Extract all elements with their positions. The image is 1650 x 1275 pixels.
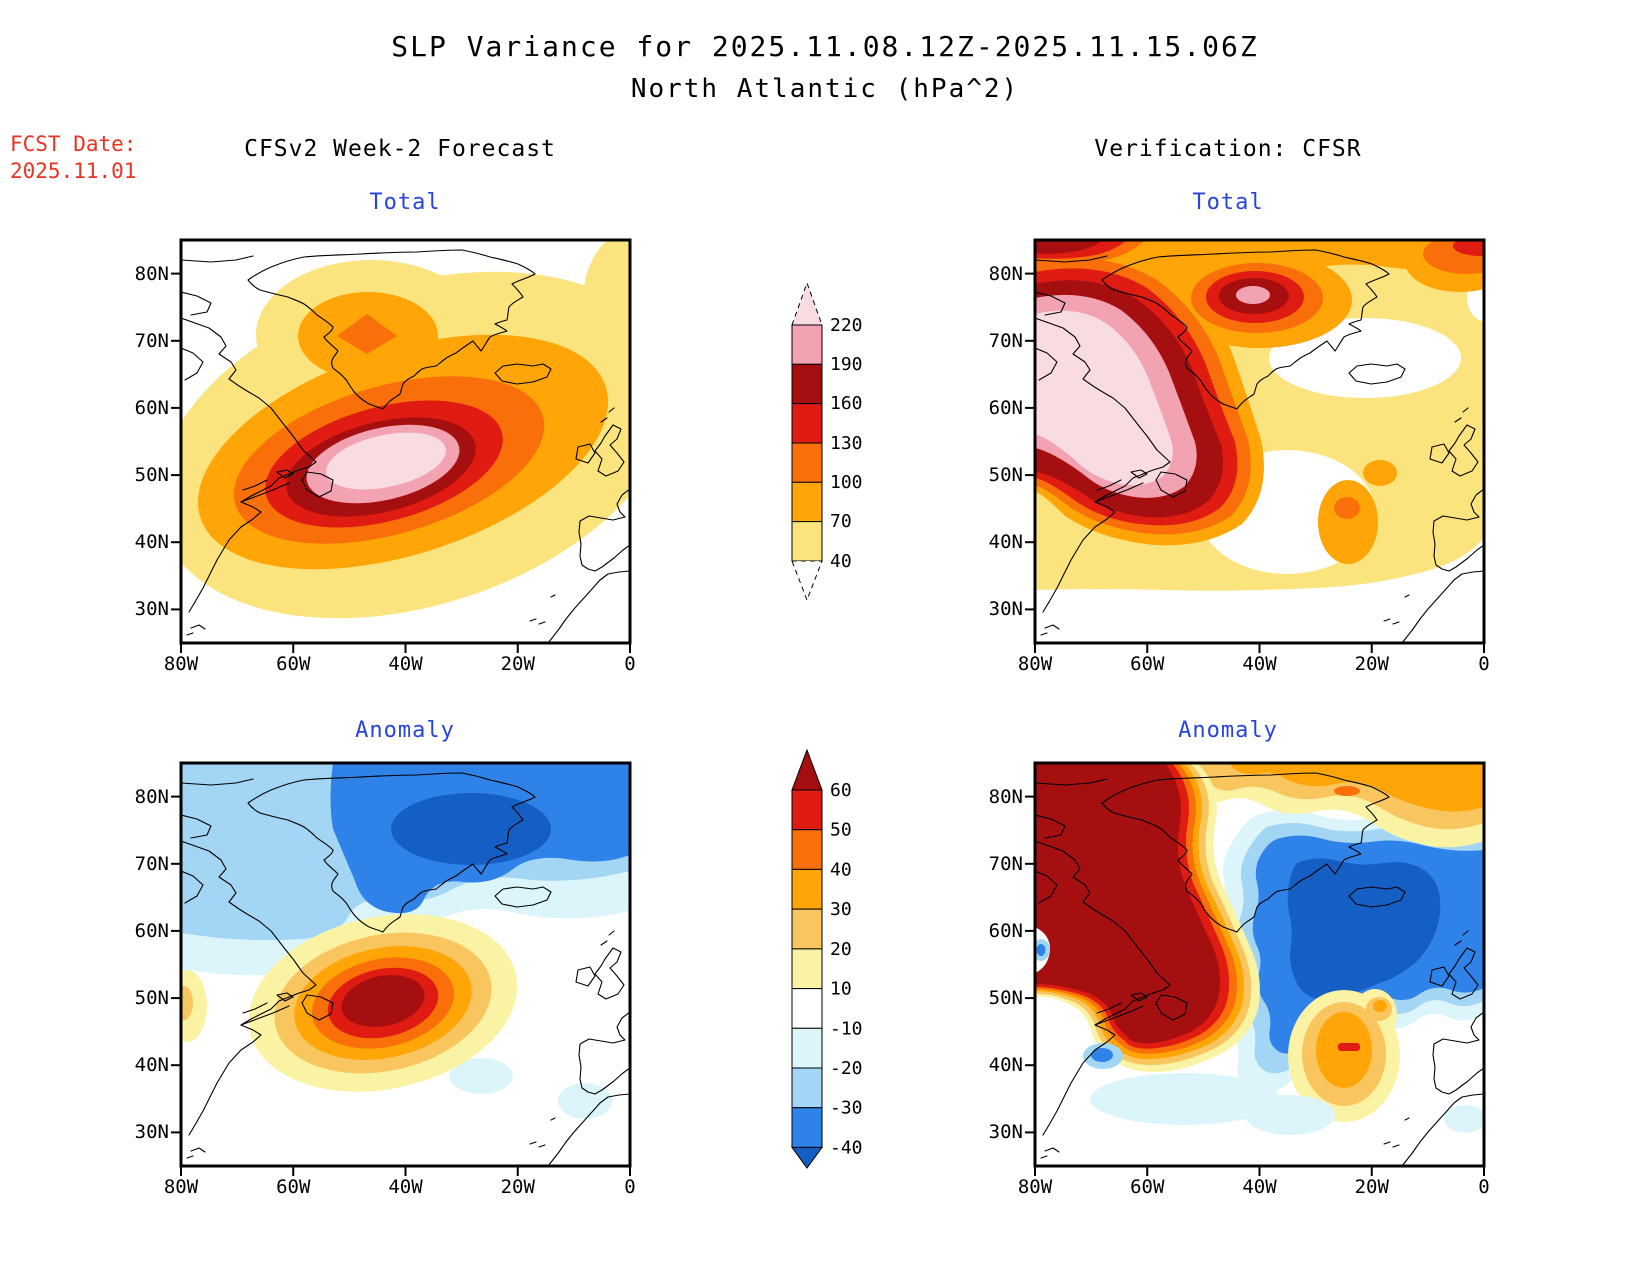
axis-ticks — [1025, 272, 1485, 653]
lat-label: 30N — [134, 598, 169, 621]
lat-label: 60N — [988, 396, 1023, 419]
axis-ticks — [171, 272, 631, 653]
cb-anomaly-label: 60 — [830, 780, 852, 801]
cb-anomaly-label: -20 — [830, 1058, 863, 1079]
lat-label: 40N — [988, 1054, 1023, 1077]
column-header-verification: Verification: CFSR — [1094, 136, 1362, 162]
map-forecast-total: 80N 70N 60N 50N 40N 30N 80W 60W 40W 20W … — [135, 238, 636, 675]
map-verification-anomaly-plot — [1025, 761, 1486, 1176]
fcst-date: FCST Date: 2025.11.01 — [10, 131, 136, 185]
map-forecast-total-plot — [171, 238, 632, 653]
lat-label: 50N — [988, 987, 1023, 1010]
lat-label: 50N — [134, 987, 169, 1010]
cb-total-label: 130 — [830, 433, 863, 454]
lat-label: 60N — [134, 396, 169, 419]
lat-label: 60N — [988, 919, 1023, 942]
map-forecast-anomaly-plot — [171, 761, 632, 1176]
lon-label: 40W — [1242, 1176, 1277, 1198]
lon-label: 0 — [624, 1176, 636, 1198]
lon-label: 20W — [1354, 1176, 1389, 1198]
axis-ticks — [1025, 795, 1485, 1176]
lon-label: 60W — [276, 653, 311, 675]
map-verification-anomaly: 80N 70N 60N 50N 40N 30N 80W 60W 40W 20W … — [989, 761, 1490, 1198]
figure-title: SLP Variance for 2025.11.08.12Z-2025.11.… — [391, 30, 1259, 63]
cb-anomaly-label: -30 — [830, 1098, 863, 1119]
figure-subtitle: North Atlantic (hPa^2) — [630, 74, 1020, 104]
contour-field — [181, 240, 630, 643]
lat-label: 60N — [134, 919, 169, 942]
lat-label: 40N — [134, 1054, 169, 1077]
cb-total-label: 220 — [830, 315, 863, 336]
cb-total-label: 100 — [830, 472, 863, 493]
lat-label: 70N — [134, 852, 169, 875]
lon-label: 20W — [500, 1176, 535, 1198]
cb-anomaly-label: -10 — [830, 1018, 863, 1039]
colorbar-total: 220 190 160 130 100 70 40 — [790, 278, 880, 612]
lat-label: 80N — [134, 262, 169, 285]
lon-label: 80W — [1017, 1176, 1053, 1198]
lat-label: 30N — [988, 1121, 1023, 1144]
lon-label: 40W — [1242, 653, 1277, 675]
lat-label: 80N — [988, 785, 1023, 808]
lon-label: 60W — [276, 1176, 311, 1198]
colorbar-anomaly: 60 50 40 30 20 10 -10 -20 -30 -40 — [790, 743, 880, 1179]
cb-total-label: 70 — [830, 511, 852, 532]
lon-label: 0 — [1478, 1176, 1490, 1198]
lat-label: 40N — [988, 531, 1023, 554]
map-verification-total-plot — [1025, 238, 1486, 653]
cb-anomaly-label: 10 — [830, 979, 852, 1000]
lat-label: 70N — [988, 329, 1023, 352]
lat-label: 80N — [988, 262, 1023, 285]
lon-label: 80W — [1017, 653, 1053, 675]
panel-title-verification-anomaly: Anomaly — [1178, 718, 1278, 743]
lon-label: 60W — [1130, 653, 1165, 675]
cb-anomaly-label: -40 — [830, 1137, 863, 1158]
map-verification-total: 80N 70N 60N 50N 40N 30N 80W 60W 40W 20W … — [989, 238, 1490, 675]
panel-title-forecast-total: Total — [369, 190, 441, 215]
lon-label: 40W — [388, 1176, 423, 1198]
contour-field — [1035, 763, 1484, 1166]
lat-label: 30N — [988, 598, 1023, 621]
contour-field — [181, 763, 630, 1166]
lat-label: 50N — [134, 464, 169, 487]
fcst-date-value: 2025.11.01 — [10, 159, 137, 183]
cb-total-label: 190 — [830, 354, 863, 375]
fcst-date-label: FCST Date: — [10, 132, 137, 156]
contour-field — [1035, 240, 1484, 643]
lon-label: 20W — [500, 653, 535, 675]
cb-anomaly-label: 30 — [830, 899, 852, 920]
lon-label: 80W — [163, 653, 199, 675]
lon-label: 80W — [163, 1176, 199, 1198]
lat-label: 70N — [134, 329, 169, 352]
lat-label: 70N — [988, 852, 1023, 875]
lon-label: 40W — [388, 653, 423, 675]
panel-title-verification-total: Total — [1192, 190, 1264, 215]
map-forecast-anomaly: 80N 70N 60N 50N 40N 30N 80W 60W 40W 20W … — [135, 761, 636, 1198]
lat-label: 30N — [134, 1121, 169, 1144]
cb-anomaly-label: 40 — [830, 859, 852, 880]
lat-label: 80N — [134, 785, 169, 808]
lon-label: 20W — [1354, 653, 1389, 675]
axis-ticks — [171, 795, 631, 1176]
lon-label: 60W — [1130, 1176, 1165, 1198]
lon-label: 0 — [624, 653, 636, 675]
cb-anomaly-label: 20 — [830, 939, 852, 960]
cb-total-label: 160 — [830, 393, 863, 414]
lat-label: 40N — [134, 531, 169, 554]
panel-title-forecast-anomaly: Anomaly — [355, 718, 455, 743]
lat-label: 50N — [988, 464, 1023, 487]
cb-total-label: 40 — [830, 551, 852, 572]
lon-label: 0 — [1478, 653, 1490, 675]
column-header-forecast: CFSv2 Week-2 Forecast — [244, 136, 556, 162]
cb-anomaly-label: 50 — [830, 820, 852, 841]
